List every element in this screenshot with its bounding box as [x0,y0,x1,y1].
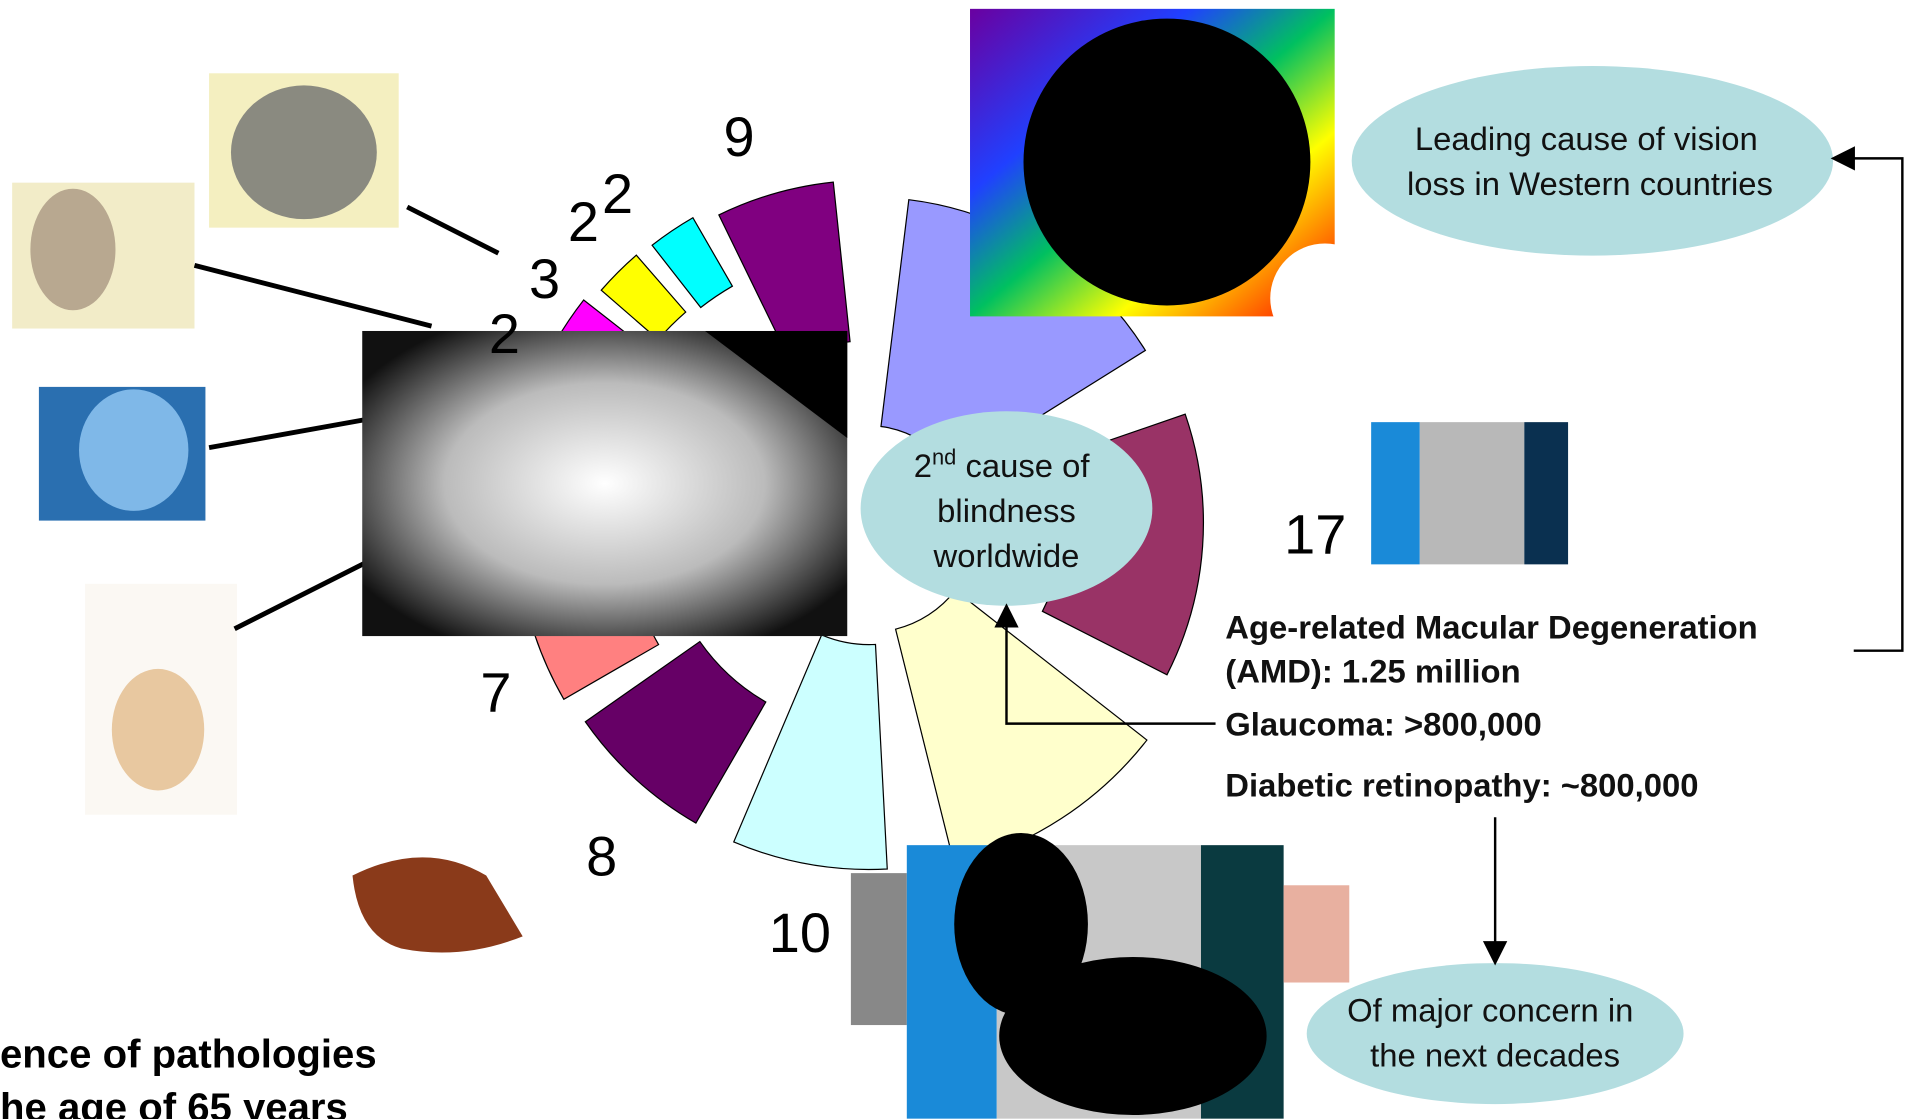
black-ellipse [954,833,1088,1016]
arrow [1830,146,1904,652]
callout-oval [1351,65,1834,256]
wedge-label: 2 [568,190,599,253]
liver-image [352,857,523,953]
digestive-drawing [111,668,205,791]
stat-text: (AMD): 1.25 million [1225,652,1520,689]
wedge-label: 17 [1284,502,1346,565]
gradient-box [362,330,848,637]
footer-text: ence of pathologies [0,1033,377,1077]
black-corner [705,330,848,438]
ear-drawing [30,188,116,311]
wedge-label: 7 [480,660,511,723]
ordinal-suffix: nd [932,445,956,470]
callout-text: the next decades [1370,1036,1620,1073]
stat-text: Age-related Macular Degeneration [1225,609,1757,646]
xray-image [850,873,907,1026]
callout-text: cause of [956,447,1090,484]
spectrum-cutout [1270,243,1380,353]
black-ellipse [999,956,1267,1116]
stat-text: Diabetic retinopathy: ~800,000 [1225,767,1698,804]
oct-image [1524,422,1569,565]
wedge-label: 9 [724,105,755,168]
wedge [651,216,734,309]
arrow [994,603,1216,725]
callout-oval [860,411,1153,606]
connectors [193,204,500,631]
callout-oval [1306,963,1684,1105]
connector [233,560,366,631]
wedge-label: 8 [586,825,617,888]
mouth-image [1283,885,1350,983]
connector [406,204,500,256]
stat-text: Glaucoma: >800,000 [1225,706,1541,743]
callout-text: worldwide [933,537,1080,574]
callout-text: blindness [937,492,1076,529]
black-circle [1023,18,1311,306]
ordinal: 2 [914,447,932,484]
wedge [732,634,888,871]
wave-image [1371,422,1420,565]
wedge-label: 2 [602,162,633,225]
wedge-label: 3 [529,247,560,310]
head-drawing [79,389,189,511]
callout-text: Leading cause of vision [1415,120,1758,157]
wedge-label: 2 [489,302,520,365]
eye-image [1419,422,1525,565]
callout-text: loss in Western countries [1407,165,1773,202]
lungs-drawing [230,85,377,220]
callout-text: Of major concern in [1347,991,1633,1028]
callout-text: 2nd cause of [914,445,1091,484]
wedge [584,640,767,824]
connector [208,417,366,451]
footer-text: he age of 65 years [0,1086,348,1119]
connector [193,262,433,329]
wedge-label: 10 [769,901,831,964]
